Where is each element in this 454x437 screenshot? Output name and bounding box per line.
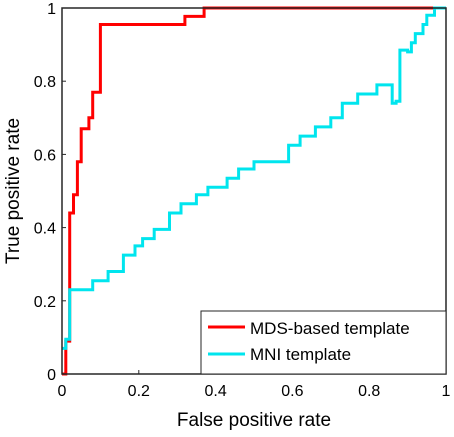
y-tick-label: 0: [47, 367, 56, 384]
x-tick-label: 1: [442, 383, 451, 400]
series-line-1: [62, 6, 446, 350]
x-axis-label: False positive rate: [177, 410, 331, 431]
legend-box: [200, 310, 447, 375]
y-axis-label: True positive rate: [3, 118, 24, 264]
x-tick-label: 0.6: [281, 383, 303, 400]
x-tick-label: 0.2: [128, 383, 150, 400]
series-line-0: [62, 6, 446, 376]
legend: MDS-based template MNI template: [200, 310, 447, 375]
y-axis-ticks: 0 0.2 0.4 0.6 0.8 1: [34, 1, 66, 384]
legend-label-mds: MDS-based template: [250, 319, 410, 338]
y-tick-label: 0.6: [34, 147, 56, 164]
y-tick-label: 0.4: [34, 221, 56, 238]
x-tick-label: 0.8: [358, 383, 380, 400]
legend-label-mni: MNI template: [250, 345, 351, 364]
y-tick-label: 0.2: [34, 294, 56, 311]
x-tick-label: 0.4: [204, 383, 226, 400]
x-tick-label: 0: [58, 383, 67, 400]
x-axis-ticks: 0 0.2 0.4 0.6 0.8 1: [58, 370, 451, 400]
series-layer: [62, 6, 446, 376]
y-tick-label: 1: [47, 1, 56, 18]
y-tick-label: 0.8: [34, 74, 56, 91]
